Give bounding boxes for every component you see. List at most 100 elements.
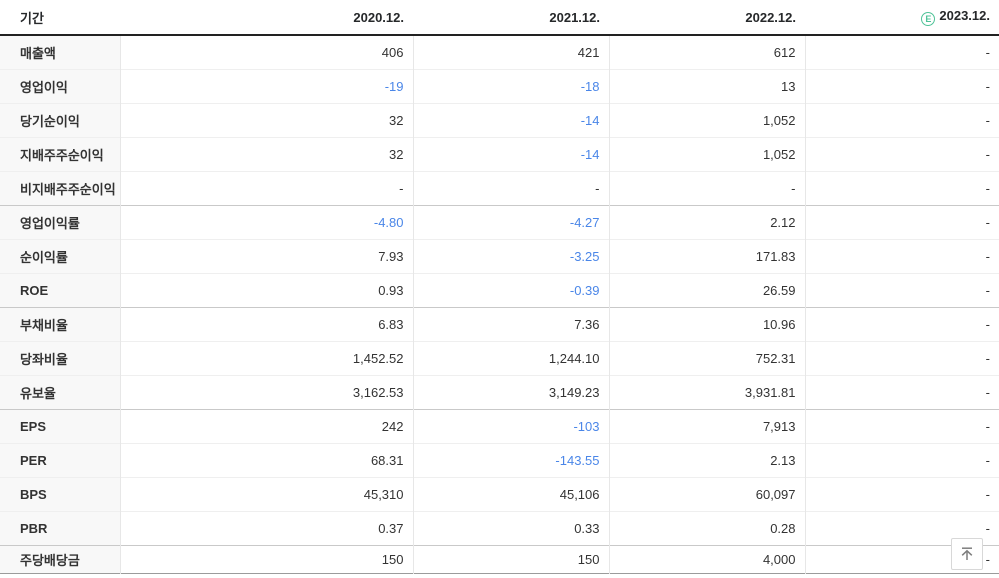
table-cell: -4.80 — [119, 205, 413, 239]
table-cell: - — [804, 341, 999, 375]
table-cell: 7.36 — [412, 307, 609, 341]
table-cell: 10.96 — [608, 307, 805, 341]
row-label: 부채비율 — [0, 307, 120, 341]
table-body: 매출액 406 421 612- 영업이익 -19 -18 13- 당기순이익 32 -14 1,05… — [0, 35, 999, 573]
table-cell: - — [804, 171, 999, 205]
table-row: 부채비율 6.83 7.36 10.96- — [0, 307, 999, 341]
table-row: ROE 0.93 -0.39 26.59- — [0, 273, 999, 307]
row-label: 순이익률 — [0, 239, 120, 273]
row-label: BPS — [0, 477, 120, 511]
table-cell: 1,244.10 — [412, 341, 609, 375]
table-cell: - — [804, 409, 999, 443]
row-label: 지배주주순이익 — [0, 137, 120, 171]
table-cell: - — [804, 307, 999, 341]
row-label: PBR — [0, 511, 120, 545]
table-cell: - — [412, 171, 609, 205]
table-cell: - — [804, 375, 999, 409]
table-cell: - — [804, 137, 999, 171]
table-cell: - — [804, 69, 999, 103]
table-cell: 421 — [412, 35, 609, 69]
table-cell: 68.31 — [119, 443, 413, 477]
row-label: 유보율 — [0, 375, 120, 409]
table-row: 당좌비율 1,452.52 1,244.10 752.31- — [0, 341, 999, 375]
table-cell: - — [119, 171, 413, 205]
table-cell: -19 — [119, 69, 413, 103]
table-cell: -0.39 — [412, 273, 609, 307]
row-label: ROE — [0, 273, 120, 307]
table-cell: 171.83 — [608, 239, 805, 273]
table-cell: -3.25 — [412, 239, 609, 273]
table-cell: 1,452.52 — [119, 341, 413, 375]
table-cell: 4,000 — [608, 545, 805, 573]
table-row: PER 68.31 -143.55 2.13- — [0, 443, 999, 477]
table-row: 영업이익률 -4.80 -4.27 2.12- — [0, 205, 999, 239]
row-label: 영업이익 — [0, 69, 120, 103]
row-label: 당기순이익 — [0, 103, 120, 137]
table-cell: 2.13 — [608, 443, 805, 477]
table-cell: -4.27 — [412, 205, 609, 239]
table-cell: 1,052 — [608, 103, 805, 137]
row-label: 당좌비율 — [0, 341, 120, 375]
row-label: EPS — [0, 409, 120, 443]
table-row: 주당배당금 150 150 4,000- — [0, 545, 999, 573]
table-cell: 0.37 — [119, 511, 413, 545]
row-label: 주당배당금 — [0, 545, 120, 573]
table-cell: 1,052 — [608, 137, 805, 171]
table-cell: 13 — [608, 69, 805, 103]
table-cell: 6.83 — [119, 307, 413, 341]
table-cell: 406 — [119, 35, 413, 69]
table-row: 지배주주순이익 32 -14 1,052- — [0, 137, 999, 171]
column-header-2022-12: 2022.12. — [745, 9, 796, 25]
table-row: 매출액 406 421 612- — [0, 35, 999, 69]
table-cell: 0.33 — [412, 511, 609, 545]
table-cell: 242 — [119, 409, 413, 443]
table-cell: - — [804, 443, 999, 477]
table-cell: 7.93 — [119, 239, 413, 273]
column-header-2021-12: 2021.12. — [549, 9, 600, 25]
table-cell: 2.12 — [608, 205, 805, 239]
table-cell: 3,931.81 — [608, 375, 805, 409]
table-row: PBR 0.37 0.33 0.28- — [0, 511, 999, 545]
table-cell: -143.55 — [412, 443, 609, 477]
table-cell: - — [608, 171, 805, 205]
arrow-up-to-top-icon — [961, 547, 973, 560]
table-cell: 3,162.53 — [119, 375, 413, 409]
table-cell: - — [804, 205, 999, 239]
row-label: 매출액 — [0, 35, 120, 69]
table-cell: -103 — [412, 409, 609, 443]
table-row: 비지배주주순이익 - - - - — [0, 171, 999, 205]
table-row: 당기순이익 32 -14 1,052- — [0, 103, 999, 137]
table-cell: 612 — [608, 35, 805, 69]
table-cell: 32 — [119, 103, 413, 137]
row-label: 영업이익률 — [0, 205, 120, 239]
table-cell: 752.31 — [608, 341, 805, 375]
row-label: PER — [0, 443, 120, 477]
table-cell: 3,149.23 — [412, 375, 609, 409]
table-header: 기간 2020.12. 2021.12. 2022.12. E 2023.12. — [0, 0, 999, 35]
table-cell: 60,097 — [608, 477, 805, 511]
row-label: 비지배주주순이익 — [0, 171, 120, 205]
table-cell: 150 — [119, 545, 413, 573]
table-cell: - — [804, 477, 999, 511]
table-cell: -14 — [412, 103, 609, 137]
table-row: BPS 45,310 45,106 60,097- — [0, 477, 999, 511]
table-cell: - — [804, 35, 999, 69]
table-row: 영업이익 -19 -18 13- — [0, 69, 999, 103]
table-cell: -18 — [412, 69, 609, 103]
column-header-2020-12: 2020.12. — [353, 9, 404, 25]
scroll-to-top-button[interactable] — [951, 538, 983, 570]
table-row: EPS 242 -103 7,913- — [0, 409, 999, 443]
column-header-2023-12: E 2023.12. — [805, 0, 999, 35]
table-cell: 7,913 — [608, 409, 805, 443]
table-cell: 32 — [119, 137, 413, 171]
period-header: 기간 — [20, 10, 44, 26]
table-cell: 150 — [412, 545, 609, 573]
table-cell: - — [804, 239, 999, 273]
table-cell: 45,106 — [412, 477, 609, 511]
table-cell: -14 — [412, 137, 609, 171]
estimate-icon: E — [921, 12, 936, 26]
table-cell: 0.28 — [608, 511, 805, 545]
table-cell: 0.93 — [119, 273, 413, 307]
